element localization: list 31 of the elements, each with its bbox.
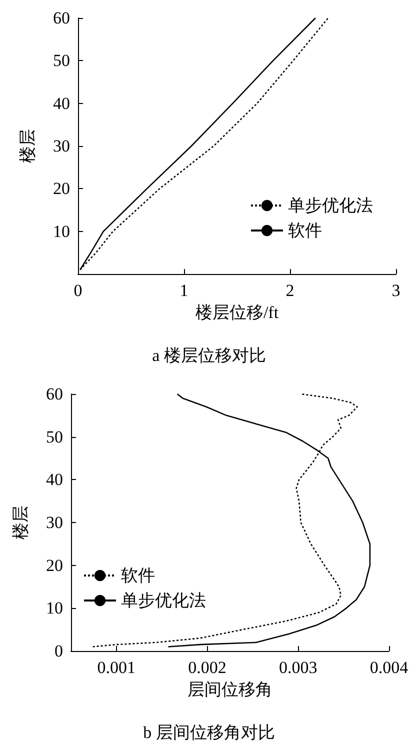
legend-label: 单步优化法: [288, 196, 373, 215]
y-tick-label: 20: [46, 556, 63, 575]
x-axis-title: 层间位移角: [188, 680, 272, 699]
y-tick-label: 30: [53, 136, 70, 156]
text: a 楼层位移对比: [152, 346, 266, 365]
legend-label: 软件: [288, 221, 322, 240]
x-tick-label: 0.001: [97, 658, 136, 677]
legend-label: 单步优化法: [121, 591, 206, 610]
y-axis-title: 楼层: [18, 129, 37, 163]
x-tick-label: 0: [74, 281, 82, 300]
x-tick-label: 0.003: [279, 658, 318, 677]
x-tick-label: 0.002: [188, 658, 226, 677]
y-tick-label: 30: [46, 513, 63, 532]
x-axis-title: 楼层位移/ft: [195, 303, 279, 322]
y-tick-label: 60: [46, 384, 63, 404]
x-tick-label: 2: [286, 281, 294, 300]
y-tick-label: 40: [46, 470, 63, 490]
y-tick-label: 40: [53, 94, 70, 113]
y-tick-label: 0: [54, 642, 63, 660]
y-tick-label: 10: [46, 598, 63, 618]
y-tick-label: 50: [53, 51, 70, 70]
y-tick-label: 60: [53, 8, 70, 28]
y-axis-title: 楼层: [11, 506, 30, 540]
y-tick-label: 10: [53, 222, 70, 241]
legend-label: 软件: [121, 566, 155, 585]
x-tick-label: 0.004: [370, 658, 409, 677]
y-tick-label: 50: [46, 427, 63, 446]
x-tick-label: 3: [392, 281, 400, 300]
text: b 层间位移角对比: [143, 723, 275, 742]
y-tick-label: 20: [53, 179, 70, 198]
x-tick-label: 1: [180, 281, 188, 300]
